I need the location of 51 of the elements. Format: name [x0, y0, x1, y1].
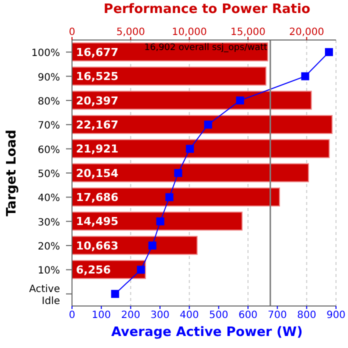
- data-label: 6,256: [76, 264, 112, 277]
- x-tick-label: 900: [326, 310, 346, 322]
- x-tick-label: 600: [238, 310, 258, 322]
- x-tick-label: 100: [92, 310, 111, 322]
- y-tick-label: Active Idle: [29, 284, 60, 307]
- x-tick-label: 400: [180, 310, 199, 322]
- y-axis-title: Target Load: [4, 130, 20, 216]
- y-tick-label: 90%: [38, 72, 60, 84]
- point: [204, 120, 212, 129]
- data-label: 17,686: [76, 190, 119, 204]
- y-tick-label: 80%: [38, 96, 60, 108]
- x-tick-label: 800: [297, 310, 316, 322]
- x-tick-label: 700: [268, 310, 287, 322]
- point: [148, 242, 156, 250]
- data-label: 14,495: [76, 215, 118, 228]
- y-tick-label: 10%: [38, 266, 60, 277]
- point: [165, 193, 174, 202]
- x-tick-label: 500: [209, 310, 228, 322]
- x-tick-label: 0: [68, 310, 76, 322]
- x2-tick-label: 15,000: [230, 27, 266, 38]
- data-label: 22,167: [76, 118, 118, 132]
- data-label: 10,663: [76, 239, 118, 252]
- y-tick-label: 40%: [38, 193, 60, 204]
- data-label: 16,677: [76, 46, 118, 59]
- x-tick-label: 200: [121, 310, 140, 322]
- y-tick-label: 100%: [31, 48, 60, 60]
- point: [186, 144, 194, 153]
- point: [136, 266, 145, 274]
- point: [174, 169, 182, 177]
- point: [324, 48, 333, 56]
- x2-tick-label: 5,000: [116, 27, 145, 38]
- data-label: 20,154: [76, 166, 119, 180]
- x2-tick-label: 10,000: [172, 27, 207, 38]
- y-tick-label: 70%: [38, 120, 60, 132]
- point: [111, 290, 120, 298]
- point: [236, 96, 244, 104]
- data-label: 16,525: [76, 70, 118, 84]
- point: [301, 72, 310, 80]
- y-tick-label: 20%: [38, 242, 60, 253]
- data-label: 20,397: [76, 94, 118, 108]
- y-tick-label: 30%: [38, 217, 60, 228]
- y-tick-label: 60%: [38, 144, 60, 156]
- x2-axis-title: Performance to Power Ratio: [102, 2, 312, 17]
- x-axis-title: Average Active Power (W): [110, 325, 304, 340]
- ref-line-label: 16,902 overall ssj_ops/watt: [144, 43, 268, 53]
- point: [156, 217, 164, 226]
- x2-tick-label: 0: [68, 27, 76, 38]
- y-tick-label: 50%: [38, 169, 60, 180]
- data-label: 21,921: [76, 142, 118, 156]
- x-tick-label: 300: [150, 310, 170, 322]
- x2-tick-label: 20,000: [289, 27, 324, 38]
